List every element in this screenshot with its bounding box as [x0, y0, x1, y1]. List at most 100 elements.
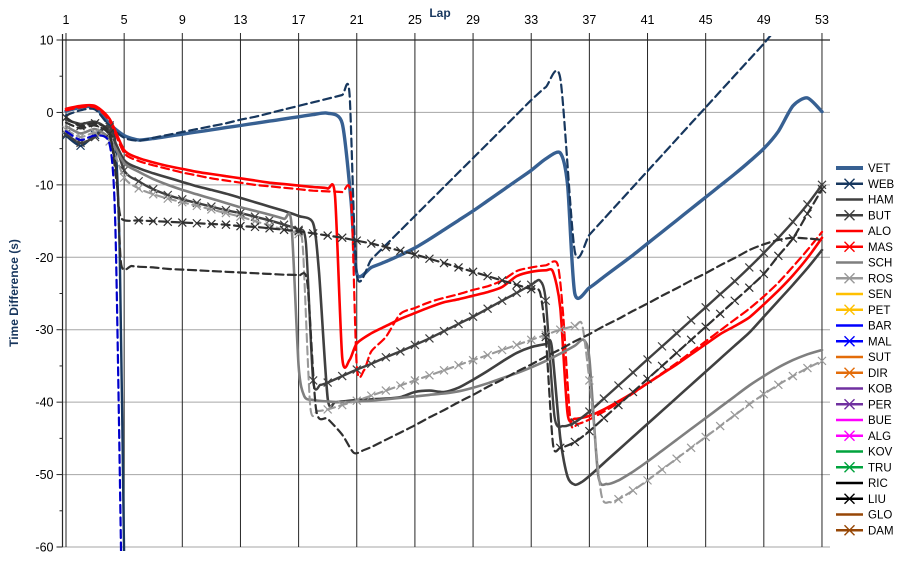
x-tick-label: 37 — [582, 13, 596, 27]
series-marker-x-LIU — [788, 234, 798, 243]
series-marker-x-ROS — [570, 321, 580, 331]
series-marker-x-LIU — [192, 218, 202, 228]
series-marker-x-ROS — [323, 404, 333, 414]
series-marker-x-LIU — [294, 226, 304, 236]
series-marker-x-ROS — [337, 400, 347, 410]
series-marker-x-ROS — [395, 381, 405, 390]
legend-label: TRU — [868, 462, 892, 474]
series-marker-x-ROS — [439, 365, 449, 375]
legend-label: DAM — [868, 525, 894, 537]
series-marker-x-BUT — [803, 199, 812, 209]
series-marker-x-BUT — [352, 365, 362, 374]
series-marker-x-LIU — [425, 254, 434, 264]
y-tick-label: -50 — [35, 468, 53, 482]
series-marker-x-BUT — [788, 217, 798, 227]
x-tick-label: 33 — [524, 13, 538, 27]
legend-item-TRU: TRU — [836, 461, 892, 474]
legend-x-marker-icon — [844, 335, 855, 347]
series-marker-x-BUT — [614, 381, 623, 390]
y-tick-label: 0 — [47, 106, 54, 120]
legend-item-MAL: MAL — [836, 335, 892, 348]
x-tick-label: 41 — [641, 13, 655, 27]
series-marker-x-BUT — [483, 304, 493, 314]
series-marker-x-BUT — [759, 248, 769, 258]
legend-x-marker-icon — [844, 493, 855, 505]
series-marker-x-ROS — [119, 173, 129, 183]
series-marker-x-ROS — [773, 380, 783, 390]
series-marker-x-BUT — [672, 328, 682, 338]
series-marker-x-LIU — [526, 284, 536, 294]
series-marker-x-ROS — [628, 486, 638, 495]
x-tick-label: 21 — [350, 13, 364, 27]
x-tick-label: 1 — [63, 13, 70, 27]
legend-x-marker-icon — [844, 178, 855, 190]
series-marker-x-LIU — [599, 413, 609, 423]
legend-item-VET: VET — [836, 163, 890, 175]
series-marker-x-LIU — [134, 215, 144, 225]
series-line-MAS — [64, 105, 824, 430]
legend-item-RIC: RIC — [836, 478, 888, 490]
series-marker-x-LIU — [395, 246, 405, 256]
legend-label: HAM — [868, 195, 894, 207]
series-marker-x-BUT — [730, 276, 740, 286]
series-marker-x-ROS — [584, 375, 594, 385]
series-marker-x-LIU — [90, 118, 100, 128]
series-line-WEB-reference- — [64, 36, 772, 283]
series-marker-x-BUT — [366, 359, 376, 369]
series-marker-x-LIU — [163, 217, 173, 227]
series-marker-x-LIU — [148, 216, 158, 226]
legend-label: MAS — [868, 242, 893, 254]
legend-x-marker-icon — [844, 398, 855, 410]
series-marker-x-LIU — [468, 267, 478, 277]
y-tick-label: -30 — [35, 323, 53, 337]
legend-label: VET — [868, 163, 890, 175]
series-marker-x-LIU — [250, 222, 260, 232]
series-marker-x-LIU — [773, 251, 783, 261]
series-marker-x-BUT — [439, 326, 449, 336]
x-tick-label: 17 — [292, 13, 306, 27]
series-marker-x-ROS — [744, 399, 754, 409]
y-tick-label: 10 — [40, 34, 54, 48]
series-marker-x-LIU — [584, 426, 594, 436]
series-marker-x-BUT — [686, 315, 696, 325]
legend-label: SEN — [868, 289, 892, 301]
series-marker-x-ROS — [352, 396, 362, 406]
series-marker-x-LIU — [643, 374, 652, 384]
series-marker-x-BUT — [337, 371, 347, 381]
series-marker-x-BUT — [134, 176, 144, 186]
legend-label: GLO — [868, 510, 892, 522]
series-marker-x-ROS — [454, 360, 463, 370]
series-marker-x-BUT — [817, 180, 827, 190]
legend-label: WEB — [868, 179, 895, 191]
series-line-ROS — [64, 128, 824, 504]
legend-label: BUT — [868, 210, 891, 222]
x-tick-label: 9 — [179, 13, 186, 27]
series-marker-x-ROS — [686, 443, 696, 453]
series-marker-x-ROS — [177, 197, 187, 207]
legend-label: PET — [868, 305, 890, 317]
series-marker-x-BUT — [468, 312, 478, 322]
series-line-HAM — [64, 118, 824, 487]
series-marker-x-LIU — [614, 400, 623, 410]
legend-item-HAM: HAM — [836, 195, 894, 207]
series-marker-x-BUT — [381, 352, 391, 362]
series-marker-x-LIU — [366, 239, 376, 248]
series-marker-x-ROS — [526, 335, 536, 345]
series-marker-x-LIU — [279, 225, 289, 235]
series-marker-x-LIU — [672, 348, 682, 358]
series-marker-x-ROS — [148, 189, 158, 199]
series-marker-x-ROS — [366, 391, 376, 401]
legend-item-KOV: KOV — [836, 447, 893, 459]
legend-x-marker-icon — [844, 304, 855, 316]
series-marker-x-LIU — [817, 184, 827, 194]
legend-x-marker-icon — [844, 461, 855, 473]
legend-label: PER — [868, 399, 892, 411]
legend-item-WEB: WEB — [836, 178, 895, 191]
legend-item-ALO: ALO — [836, 226, 891, 238]
x-tick-label: 25 — [408, 13, 422, 27]
series-marker-x-LIU — [308, 228, 318, 238]
series-marker-x-BUT — [512, 288, 522, 298]
legend-item-DAM: DAM — [836, 524, 894, 537]
